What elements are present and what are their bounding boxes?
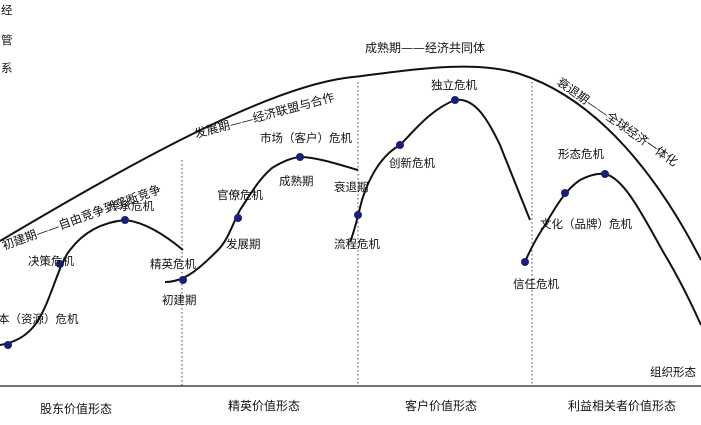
corner-fragment-2: 管 [1,33,13,47]
crisis-points [4,96,609,349]
dot-decision-crisis [56,260,64,268]
dot-independence-crisis [451,96,459,104]
dot-process-crisis [354,211,362,219]
elite-crisis-label: 精英危机 [150,257,196,271]
phase1-curve [0,218,184,346]
decision-crisis-label: 决策危机 [28,254,74,268]
phase-2-name: 精英价值形态 [228,398,300,413]
form-crisis-label: 形态危机 [558,147,604,161]
decline-stage-label: 衰退期 [334,180,369,194]
phase-4-name: 利益相关者价值形态 [568,398,676,413]
innovation-crisis-label: 创新危机 [389,156,435,170]
phase-1-name: 股东价值形态 [40,401,112,416]
culture-crisis-label: 文化（品牌）危机 [540,217,632,231]
dot-culture-crisis [561,189,569,197]
resource-crisis-label: 本（资源）危机 [0,312,79,326]
dot-inheritance-crisis [121,216,129,224]
dot-resource-crisis [4,341,12,349]
dot-bureaucracy-crisis [234,214,242,222]
bureaucracy-crisis-label: 官僚危机 [217,188,263,202]
corner-fragment-3: 系 [1,61,13,75]
dot-form-crisis [601,170,609,178]
dot-trust-crisis [521,258,529,266]
mature-stage-label: 成熟期 [279,174,314,188]
dot-innovation-crisis [396,141,404,149]
stage-label-initial: 初建期——自由竞争到垄断竞争 [0,181,163,253]
dot-elite-crisis [179,276,187,284]
phase-3-name: 客户价值形态 [405,398,477,413]
phase3-curve [349,98,531,243]
peak-label: 成熟期——经济共同体 [365,40,485,55]
big-lifecycle-curve [0,65,701,261]
dot-market-crisis [296,153,304,161]
corner-fragment-1: 经 [1,3,13,17]
growth-stage-label: 发展期 [226,237,261,251]
market-crisis-label: 市场（客户）危机 [260,131,352,145]
phase2-curve [164,155,359,283]
phase4-curve [524,172,701,326]
process-crisis-label: 流程危机 [334,237,380,251]
trust-crisis-label: 信任危机 [513,277,559,291]
inheritance-crisis-label: 传承危机 [108,199,154,213]
independence-crisis-label: 独立危机 [431,78,477,92]
axis-label: 组织形态 [650,365,696,379]
initial-stage-label: 初建期 [162,293,197,307]
